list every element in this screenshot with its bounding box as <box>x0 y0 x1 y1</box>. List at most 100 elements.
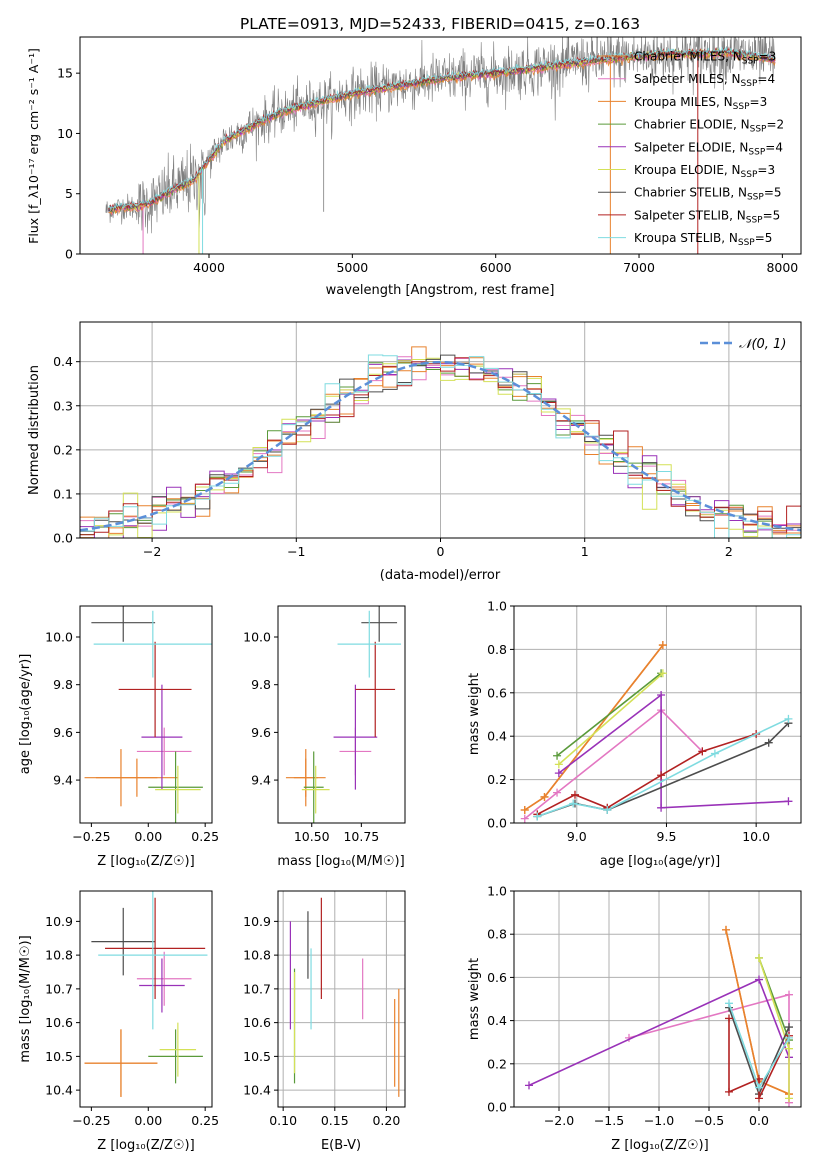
y-tick-label: 10.6 <box>243 1015 271 1030</box>
x-tick-label: 5000 <box>336 260 368 275</box>
age-vs-mass-y-ticks: 9.4 9.6 9.8 10.0 <box>243 630 278 788</box>
mass-vs-Z-xlabel: Z [log₁₀(Z/Z☉)] <box>97 1138 194 1153</box>
weight-series-line <box>558 672 664 766</box>
x-tick-label: 0.20 <box>372 1113 400 1128</box>
x-tick-label: 9.0 <box>567 829 587 844</box>
x-tick-label: 0.00 <box>134 829 162 844</box>
residual-x-ticks: −2 −1 0 1 2 <box>143 538 733 559</box>
y-tick-label: 0.8 <box>487 927 507 942</box>
weight-vs-Z-xlabel: Z [log₁₀(Z/Z☉)] <box>611 1138 708 1153</box>
weight-point-marker <box>657 803 666 812</box>
age-vs-mass-panel: 10.50 10.75 9.4 9.6 9.8 10.0 mass [log₁₀(M/M… <box>243 605 406 869</box>
weight-point-marker <box>755 953 763 962</box>
y-tick-label: 9.6 <box>53 725 73 740</box>
x-tick-label: 0 <box>437 544 445 559</box>
x-tick-label: 7000 <box>623 260 655 275</box>
age-vs-Z-y-ticks: 9.4 9.6 9.8 10.0 <box>45 630 80 788</box>
residual-ylabel: Normed distribution <box>27 365 42 495</box>
y-tick-label: 10.7 <box>243 981 271 996</box>
x-tick-label: −1 <box>287 544 305 559</box>
y-tick-label: 9.6 <box>251 725 271 740</box>
legend-label: Chabrier MILES, NSSP=3 <box>634 50 776 67</box>
weight-series-line <box>558 693 789 809</box>
legend-label: Chabrier STELIB, NSSP=5 <box>634 186 782 203</box>
weight-vs-age-ylabel: mass weight <box>467 673 482 755</box>
weight-point-marker <box>553 788 562 797</box>
legend-label: Kroupa ELODIE, NSSP=3 <box>634 163 775 180</box>
y-tick-label: 10.4 <box>45 1083 73 1098</box>
spectrum-x-ticks: 4000 5000 6000 7000 8000 <box>193 254 798 275</box>
y-tick-label: 0 <box>65 247 73 262</box>
weight-point-marker <box>722 925 730 934</box>
x-tick-label: 4000 <box>193 260 225 275</box>
spectrum-xlabel: wavelength [Angstrom, rest frame] <box>326 283 555 298</box>
y-tick-label: 0.8 <box>487 642 507 657</box>
weight-point-marker <box>603 805 612 814</box>
weight-point-marker <box>785 1044 793 1053</box>
mass-vs-EBV-x-ticks: 0.10 0.15 0.20 <box>269 1107 400 1128</box>
mass-vs-Z-y-ticks: 10.4 10.5 10.6 10.7 10.8 10.9 <box>45 914 80 1098</box>
mass-vs-EBV-xlabel: E(B-V) <box>321 1138 361 1153</box>
age-vs-Z-ylabel: age [log₁₀(age/yr)] <box>18 654 33 775</box>
weight-point-marker <box>698 747 707 756</box>
legend-label: Salpeter MILES, NSSP=4 <box>634 72 775 89</box>
y-tick-label: 0.6 <box>487 970 507 985</box>
y-tick-label: 0.0 <box>487 1100 507 1115</box>
y-tick-label: 0.2 <box>487 772 507 787</box>
spectrum-ylabel: Flux [f_λ10⁻¹⁷ erg cm⁻² s⁻¹ A⁻¹] <box>26 48 41 244</box>
weight-point-marker <box>569 799 578 808</box>
y-tick-label: 10.5 <box>243 1049 271 1064</box>
x-tick-label: 8000 <box>766 260 798 275</box>
y-tick-label: 10.4 <box>243 1083 271 1098</box>
y-tick-label: 10.5 <box>45 1049 73 1064</box>
weight-point-marker <box>554 769 563 778</box>
residual-plot <box>80 322 801 539</box>
weight-point-marker <box>784 797 793 806</box>
y-tick-label: 0.0 <box>487 816 507 831</box>
weight-point-marker <box>657 690 666 699</box>
weight-vs-age-plot <box>514 605 801 824</box>
mass-vs-EBV-plot <box>278 891 405 1107</box>
y-tick-label: 1.0 <box>487 599 507 614</box>
spectrum-panel: 4000 5000 6000 7000 8000 0 5 10 15 wavelength [… <box>26 36 802 298</box>
y-tick-label: 9.8 <box>53 677 73 692</box>
weight-point-marker <box>520 805 529 814</box>
x-tick-label: −1.5 <box>594 1113 624 1128</box>
weight-vs-age-xlabel: age [log₁₀(age/yr)] <box>600 854 721 869</box>
weight-vs-Z-plot <box>514 890 801 1108</box>
y-tick-label: 0.3 <box>53 398 73 413</box>
legend-label: Kroupa STELIB, NSSP=5 <box>634 231 772 248</box>
weight-vs-age-x-ticks: 9.0 9.5 10.0 <box>567 823 770 844</box>
gaussian-curve <box>80 360 801 532</box>
x-tick-label: −0.25 <box>72 1113 110 1128</box>
y-tick-label: 0.2 <box>487 1056 507 1071</box>
y-tick-label: 10.9 <box>45 914 73 929</box>
mass-vs-EBV-y-ticks: 10.4 10.5 10.6 10.7 10.8 10.9 <box>243 914 278 1098</box>
age-vs-Z-xlabel: Z [log₁₀(Z/Z☉)] <box>97 854 194 869</box>
y-tick-label: 10.7 <box>45 981 73 996</box>
weight-series-line <box>524 709 703 820</box>
y-tick-label: 9.4 <box>251 773 271 788</box>
y-tick-label: 0.1 <box>53 486 73 501</box>
weight-point-marker <box>755 975 763 984</box>
spectrum-plot <box>105 37 776 254</box>
age-vs-Z-plot <box>84 606 212 823</box>
gauss-legend-label: 𝒩(0, 1) <box>739 337 786 352</box>
weight-point-marker <box>785 1033 793 1042</box>
weight-point-marker <box>658 641 667 650</box>
mass-vs-Z-plot <box>84 891 208 1097</box>
y-tick-label: 0.6 <box>487 685 507 700</box>
weight-point-marker <box>784 714 793 723</box>
weight-point-marker <box>570 790 579 799</box>
spectrum-y-ticks: 0 5 10 15 <box>57 66 80 262</box>
y-tick-label: 1.0 <box>487 884 507 899</box>
mass-vs-Z-panel: −0.25 0.00 0.25 10.4 10.5 10.6 10.7 10.8 10.9 Z… <box>18 890 219 1153</box>
x-tick-label: −0.5 <box>694 1113 724 1128</box>
spectrum-legend: Chabrier MILES, NSSP=3 Salpeter MILES, NS… <box>598 50 784 248</box>
legend-label: Salpeter ELODIE, NSSP=4 <box>634 140 783 157</box>
x-tick-label: −2.0 <box>544 1113 574 1128</box>
weight-point-marker <box>540 792 549 801</box>
x-tick-label: 1 <box>581 544 589 559</box>
x-tick-label: 0.25 <box>191 829 219 844</box>
